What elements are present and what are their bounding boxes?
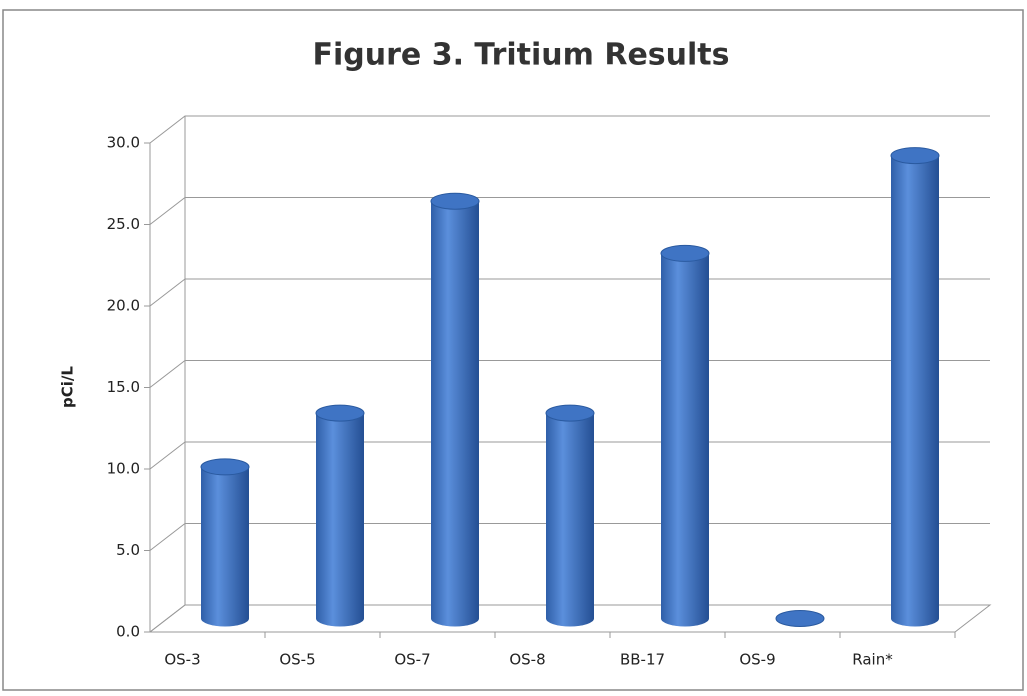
bar-body <box>546 413 594 619</box>
bar-bottom <box>201 610 249 627</box>
bar-top <box>660 244 710 262</box>
bar <box>315 404 365 627</box>
y-tick-label: 10.0 <box>107 460 140 478</box>
x-tick-label: Rain* <box>852 651 893 669</box>
grid-line <box>149 441 990 470</box>
x-tick-label: OS-3 <box>164 651 200 669</box>
grid-line <box>149 278 990 307</box>
x-tick-label: BB-17 <box>620 651 665 669</box>
y-tick-label: 25.0 <box>107 215 140 233</box>
bar <box>545 404 595 627</box>
bar-body <box>891 155 939 619</box>
chart-border <box>2 9 1024 691</box>
bar-bottom <box>891 610 939 627</box>
bar-top <box>775 610 825 627</box>
y-tick-label: 5.0 <box>116 541 140 559</box>
y-tick-label: 15.0 <box>107 378 140 396</box>
chart-title: Figure 3. Tritium Results <box>313 38 730 73</box>
bar <box>660 244 710 627</box>
bar-top <box>200 458 250 476</box>
bar-body <box>661 253 709 619</box>
bar-bottom <box>661 610 709 627</box>
bar-body <box>431 201 479 619</box>
bar-top <box>430 192 480 210</box>
bar-top <box>545 404 595 422</box>
grid-line <box>149 197 990 225</box>
bar-bottom <box>546 610 594 627</box>
x-tick-label: OS-7 <box>394 651 430 669</box>
y-tick-label: 0.0 <box>116 623 140 641</box>
bar-top <box>315 404 365 422</box>
grid-line <box>149 360 990 388</box>
grid-line <box>149 604 990 633</box>
bar-bottom <box>316 610 364 627</box>
grid-line <box>149 523 990 551</box>
y-axis-label: pCi/L <box>59 366 77 408</box>
bar <box>775 610 825 627</box>
bar <box>430 192 480 627</box>
y-tick-label: 30.0 <box>107 134 140 152</box>
bar-top <box>890 147 940 165</box>
bar-body <box>316 413 364 619</box>
bar-body <box>201 466 249 619</box>
x-tick-label: OS-9 <box>739 651 775 669</box>
x-tick-label: OS-5 <box>279 651 315 669</box>
bar <box>200 458 250 627</box>
x-tick-label: OS-8 <box>509 651 545 669</box>
bar <box>890 147 940 627</box>
y-tick-label: 20.0 <box>107 297 140 315</box>
bar-bottom <box>431 610 479 627</box>
grid-line <box>149 115 990 144</box>
